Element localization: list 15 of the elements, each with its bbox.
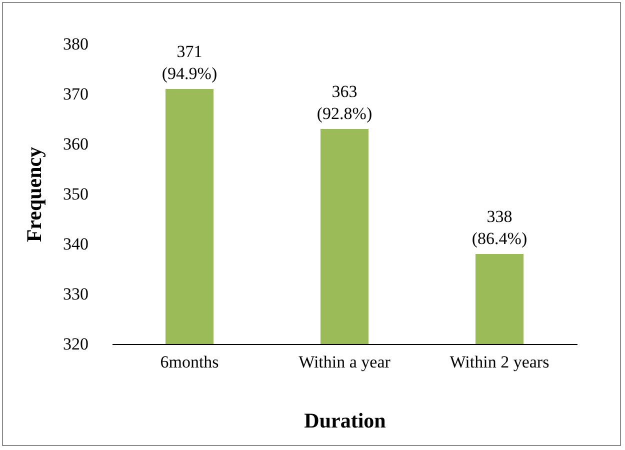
x-axis-title: Duration xyxy=(304,408,386,432)
y-axis-title: Frequency xyxy=(22,146,46,242)
y-tick-label: 350 xyxy=(63,184,88,204)
data-label: 371 (94.9%) xyxy=(162,42,218,83)
y-tick-label: 380 xyxy=(63,34,88,54)
y-tick-label: 370 xyxy=(63,84,88,104)
data-label: 338 (86.4%) xyxy=(472,207,528,248)
x-tick-label: 6months xyxy=(160,352,219,372)
y-tick-label: 360 xyxy=(63,134,88,154)
y-tick-label: 330 xyxy=(63,284,88,304)
data-label: 363 (92.8%) xyxy=(316,82,372,123)
x-tick-label: Within 2 years xyxy=(450,352,550,372)
y-tick-label: 340 xyxy=(63,234,88,254)
x-tick-label: Within a year xyxy=(298,352,391,372)
y-tick-label: 320 xyxy=(63,334,88,354)
